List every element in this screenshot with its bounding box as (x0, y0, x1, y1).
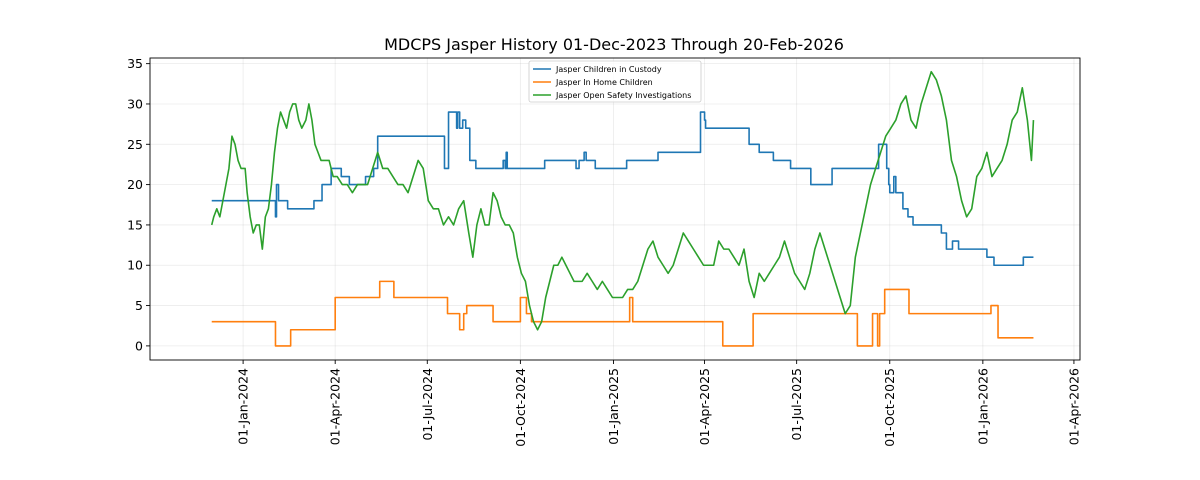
x-tick-label: 01-Oct-2024 (513, 368, 528, 447)
x-tick-label: 01-Apr-2024 (328, 368, 343, 445)
series-layer (210, 70, 1035, 347)
y-tick-label: 10 (127, 258, 143, 273)
chart-title: MDCPS Jasper History 01-Dec-2023 Through… (384, 35, 844, 54)
series-line-jasper-open-safety-investigations (210, 70, 1035, 331)
x-tick-label: 01-Oct-2025 (882, 368, 897, 447)
y-tick-label: 5 (135, 298, 143, 313)
legend-box (528, 60, 702, 103)
y-tick-label: 25 (127, 137, 143, 152)
grid (150, 58, 1080, 360)
y-tick-label: 20 (127, 177, 143, 192)
x-tick-label: 01-Jan-2024 (236, 368, 251, 445)
y-tick-label: 30 (127, 96, 143, 111)
y-tick-label: 35 (127, 56, 143, 71)
y-tick-label: 0 (135, 338, 143, 353)
legend-label: Jasper In Home Children (555, 78, 653, 87)
x-tick-label: 01-Jan-2026 (975, 368, 990, 445)
plot-frame (149, 57, 1081, 361)
legend-label: Jasper Open Safety Investigations (555, 91, 691, 100)
y-tick-label: 15 (127, 217, 143, 232)
x-tick-label: 01-Jul-2024 (420, 368, 435, 441)
series-line-jasper-children-in-custody (211, 111, 1034, 267)
x-tick-label: 01-Apr-2026 (1066, 368, 1081, 445)
legend: Jasper Children in Custody Jasper In Home… (528, 60, 702, 103)
series-line-jasper-in-home-children (211, 280, 1034, 347)
x-tick-label: 01-Jul-2025 (789, 368, 804, 441)
x-tick-label: 01-Jan-2025 (606, 368, 621, 445)
legend-label: Jasper Children in Custody (555, 65, 662, 74)
axes: 0 5 10 15 20 25 30 35 01-Jan-2024 01-Apr-2024 01-J… (127, 56, 1081, 447)
x-tick-label: 01-Apr-2025 (697, 368, 712, 445)
